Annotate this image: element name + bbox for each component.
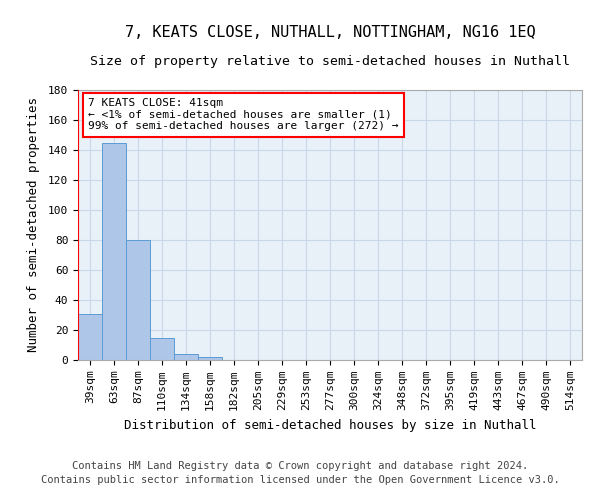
Bar bbox=[150, 338, 174, 360]
Bar bbox=[198, 357, 222, 360]
Bar bbox=[78, 314, 102, 360]
Text: 7, KEATS CLOSE, NUTHALL, NOTTINGHAM, NG16 1EQ: 7, KEATS CLOSE, NUTHALL, NOTTINGHAM, NG1… bbox=[125, 25, 535, 40]
Y-axis label: Number of semi-detached properties: Number of semi-detached properties bbox=[26, 98, 40, 352]
Text: 7 KEATS CLOSE: 41sqm
← <1% of semi-detached houses are smaller (1)
99% of semi-d: 7 KEATS CLOSE: 41sqm ← <1% of semi-detac… bbox=[88, 98, 398, 132]
Text: Contains HM Land Registry data © Crown copyright and database right 2024.
Contai: Contains HM Land Registry data © Crown c… bbox=[41, 461, 559, 485]
Text: Size of property relative to semi-detached houses in Nuthall: Size of property relative to semi-detach… bbox=[90, 55, 570, 68]
X-axis label: Distribution of semi-detached houses by size in Nuthall: Distribution of semi-detached houses by … bbox=[124, 418, 536, 432]
Bar bbox=[174, 354, 198, 360]
Bar bbox=[102, 142, 126, 360]
Bar bbox=[126, 240, 150, 360]
